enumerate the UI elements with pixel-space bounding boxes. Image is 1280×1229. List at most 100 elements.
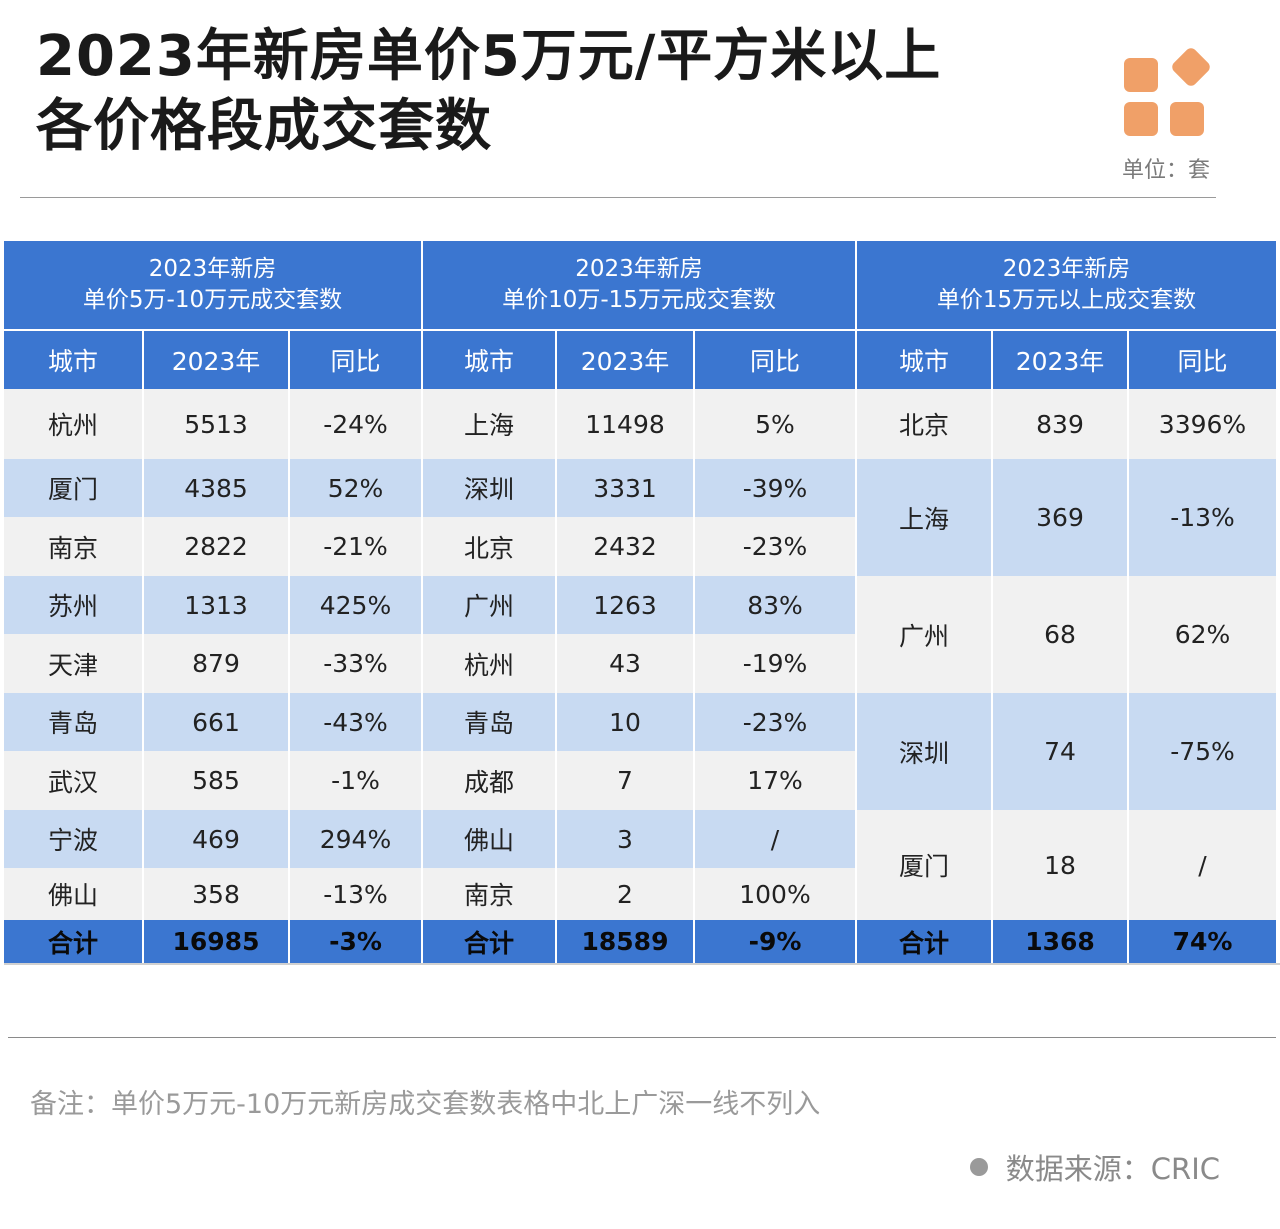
cell-yoy: 83%	[693, 576, 855, 634]
cell-city: 北京	[855, 389, 991, 459]
cell-yoy: 3396%	[1127, 389, 1276, 459]
cell-city: 青岛	[421, 693, 555, 751]
cell-value: 11498	[555, 389, 693, 459]
cell-value: 10	[555, 693, 693, 751]
cell-value: 4385	[142, 459, 288, 517]
cell-yoy: -24%	[288, 389, 421, 459]
bullet-dot-icon	[969, 1158, 988, 1176]
cell-yoy: 62%	[1127, 576, 1276, 693]
cell-value: 661	[142, 693, 288, 751]
total-yoy: 74%	[1127, 920, 1276, 963]
total-yoy: -9%	[693, 920, 855, 963]
cell-yoy: /	[1127, 810, 1276, 920]
cell-city: 南京	[421, 868, 555, 920]
divider	[8, 1037, 1276, 1038]
source-line: 数据来源：CRIC	[969, 1146, 1220, 1188]
cell-city: 杭州	[4, 389, 142, 459]
cell-yoy: -39%	[693, 459, 855, 517]
cell-city: 苏州	[4, 576, 142, 634]
cell-yoy: 5%	[693, 389, 855, 459]
column-header: 2023年	[991, 331, 1127, 389]
group-header-line-1: 2023年新房	[1002, 256, 1131, 282]
title-line-2: 各价格段成交套数	[36, 94, 492, 159]
divider	[20, 197, 1216, 198]
cell-value: 68	[991, 576, 1127, 693]
cell-city: 厦门	[4, 459, 142, 517]
cell-value: 358	[142, 868, 288, 920]
cell-yoy: 100%	[693, 868, 855, 920]
cell-yoy: 17%	[693, 751, 855, 810]
cell-yoy: -75%	[1127, 693, 1276, 810]
unit-label: 单位：套	[1122, 158, 1211, 183]
column-header: 2023年	[555, 331, 693, 389]
group-header: 2023年新房单价10万-15万元成交套数	[421, 241, 855, 331]
cell-city: 上海	[855, 459, 991, 576]
group-header-line-2: 单价15万元以上成交套数	[936, 287, 1197, 313]
cell-value: 3	[555, 810, 693, 868]
brand-logo-icon	[1124, 45, 1216, 136]
cell-value: 3331	[555, 459, 693, 517]
cell-yoy: -19%	[693, 634, 855, 693]
cell-city: 厦门	[855, 810, 991, 920]
cell-city: 佛山	[421, 810, 555, 868]
group-header-line-1: 2023年新房	[575, 256, 703, 282]
column-header: 同比	[1127, 331, 1276, 389]
logo-square	[1124, 58, 1158, 92]
cell-value: 1313	[142, 576, 288, 634]
total-label: 合计	[4, 920, 142, 963]
cell-yoy: -13%	[288, 868, 421, 920]
footnote: 备注：单价5万元-10万元新房成交套数表格中北上广深一线不列入	[30, 1089, 821, 1120]
cell-yoy: -23%	[693, 693, 855, 751]
cell-yoy: -1%	[288, 751, 421, 810]
cell-value: 2	[555, 868, 693, 920]
cell-city: 天津	[4, 634, 142, 693]
total-label: 合计	[421, 920, 555, 963]
data-table: 2023年新房 单价5万-10万元成交套数 城市 2023年 同比 2023年新房 单价10…	[4, 241, 1280, 965]
title-line-1: 2023年新房单价5万元/平方米以上	[36, 24, 942, 89]
total-yoy: -3%	[288, 920, 421, 963]
cell-city: 佛山	[4, 868, 142, 920]
cell-yoy: 425%	[288, 576, 421, 634]
group-header: 2023年新房单价5万-10万元成交套数	[4, 241, 421, 331]
cell-value: 5513	[142, 389, 288, 459]
cell-value: 469	[142, 810, 288, 868]
total-value: 16985	[142, 920, 288, 963]
cell-yoy: -21%	[288, 517, 421, 576]
logo-diamond	[1169, 45, 1213, 89]
total-value: 1368	[991, 920, 1127, 963]
cell-value: 839	[991, 389, 1127, 459]
cell-value: 18	[991, 810, 1127, 920]
cell-city: 成都	[421, 751, 555, 810]
cell-yoy: 294%	[288, 810, 421, 868]
cell-value: 7	[555, 751, 693, 810]
cell-yoy: /	[693, 810, 855, 868]
cell-yoy: -33%	[288, 634, 421, 693]
cell-value: 585	[142, 751, 288, 810]
total-label: 合计	[855, 920, 991, 963]
logo-square	[1170, 102, 1204, 136]
group-header-line-2: 单价10万-15万元成交套数	[502, 287, 776, 313]
cell-city: 广州	[421, 576, 555, 634]
source-text: 数据来源：CRIC	[1005, 1152, 1220, 1186]
cell-city: 上海	[421, 389, 555, 459]
cell-value: 2432	[555, 517, 693, 576]
group-header-line-2: 单价5万-10万元成交套数	[82, 287, 343, 313]
cell-value: 2822	[142, 517, 288, 576]
page-title: 2023年新房单价5万元/平方米以上 各价格段成交套数	[36, 22, 1096, 162]
cell-city: 青岛	[4, 693, 142, 751]
column-header: 城市	[421, 331, 555, 389]
cell-city: 武汉	[4, 751, 142, 810]
column-header: 城市	[4, 331, 142, 389]
total-value: 18589	[555, 920, 693, 963]
cell-value: 74	[991, 693, 1127, 810]
column-header: 2023年	[142, 331, 288, 389]
cell-city: 杭州	[421, 634, 555, 693]
cell-yoy: -13%	[1127, 459, 1276, 576]
column-header: 同比	[693, 331, 855, 389]
cell-city: 深圳	[855, 693, 991, 810]
logo-square	[1124, 102, 1158, 136]
group-header-line-1: 2023年新房	[148, 256, 277, 282]
cell-value: 879	[142, 634, 288, 693]
cell-city: 宁波	[4, 810, 142, 868]
cell-city: 广州	[855, 576, 991, 693]
